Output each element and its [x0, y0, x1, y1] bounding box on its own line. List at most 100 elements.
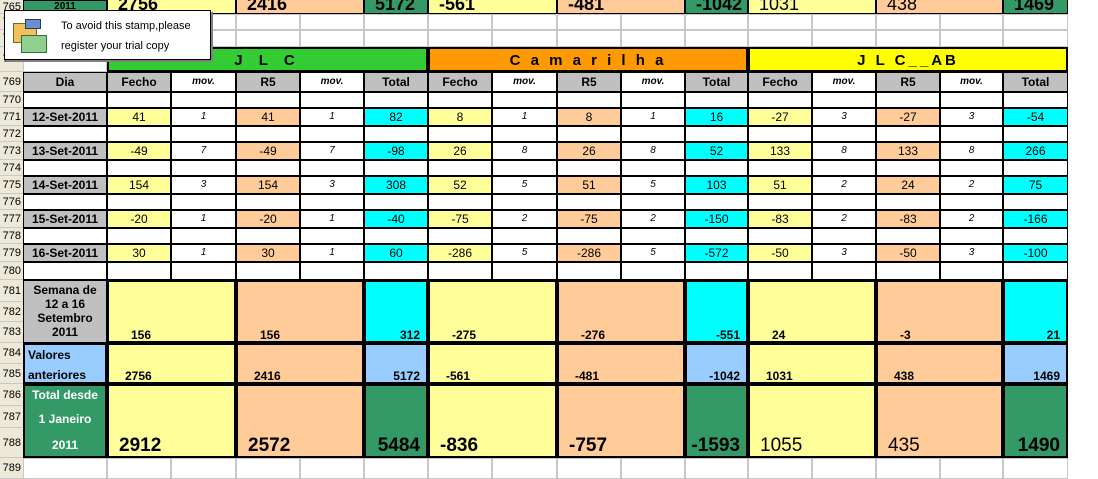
- anteriores-jlc_total[interactable]: 5172: [364, 343, 428, 384]
- day-value[interactable]: 51: [748, 176, 812, 194]
- blank-cell[interactable]: [940, 92, 1003, 108]
- day-value[interactable]: 2: [621, 210, 685, 228]
- blank-cell[interactable]: [492, 194, 557, 210]
- day-value[interactable]: -150: [685, 210, 748, 228]
- blank-cell[interactable]: [876, 92, 940, 108]
- blank-cell[interactable]: [557, 14, 621, 30]
- blank-cell[interactable]: [428, 160, 492, 176]
- blank-cell[interactable]: [428, 228, 492, 244]
- blank-cell[interactable]: [557, 92, 621, 108]
- blank-cell[interactable]: [876, 262, 940, 280]
- blank-cell[interactable]: [492, 14, 557, 30]
- blank-cell[interactable]: [300, 14, 364, 30]
- day-value[interactable]: 2: [812, 210, 876, 228]
- blank-cell[interactable]: [748, 194, 812, 210]
- blank-cell[interactable]: [1003, 14, 1068, 30]
- total-desde-ab_total[interactable]: 1490: [1003, 384, 1068, 458]
- blank-cell[interactable]: [685, 262, 748, 280]
- header-r5[interactable]: R5: [876, 72, 940, 92]
- day-value[interactable]: 133: [876, 142, 940, 160]
- day-value[interactable]: 5: [492, 244, 557, 262]
- blank-cell[interactable]: [557, 30, 621, 47]
- semana-cam_fecho[interactable]: -275: [428, 280, 557, 343]
- top-cam_fecho[interactable]: -561: [428, 0, 557, 14]
- total-desde-ab_r5[interactable]: 435: [876, 384, 1003, 458]
- blank-cell[interactable]: [492, 458, 557, 479]
- blank-cell[interactable]: [1003, 228, 1068, 244]
- blank-cell[interactable]: [428, 458, 492, 479]
- day-value[interactable]: 30: [236, 244, 300, 262]
- day-value[interactable]: 1: [300, 210, 364, 228]
- semana-ab_fecho[interactable]: 24: [748, 280, 876, 343]
- anteriores-cam_total[interactable]: -1042: [685, 343, 748, 384]
- blank-cell[interactable]: [364, 14, 428, 30]
- blank-cell[interactable]: [107, 194, 171, 210]
- day-value[interactable]: -50: [876, 244, 940, 262]
- blank-cell[interactable]: [685, 126, 748, 142]
- anteriores-ab_r5[interactable]: 438: [876, 343, 1003, 384]
- group-jlc-ab[interactable]: J L C__AB: [748, 47, 1068, 72]
- day-value[interactable]: -83: [748, 210, 812, 228]
- day-value[interactable]: 3: [171, 176, 236, 194]
- blank-cell[interactable]: [236, 228, 300, 244]
- blank-cell[interactable]: [1003, 92, 1068, 108]
- row-number[interactable]: 776: [0, 194, 23, 210]
- blank-cell[interactable]: [23, 160, 107, 176]
- blank-cell[interactable]: [557, 228, 621, 244]
- blank-cell[interactable]: [492, 262, 557, 280]
- day-value[interactable]: 1: [171, 108, 236, 126]
- day-value[interactable]: 16: [685, 108, 748, 126]
- day-value[interactable]: 3: [812, 108, 876, 126]
- row-number[interactable]: 779: [0, 244, 23, 262]
- blank-cell[interactable]: [748, 458, 812, 479]
- day-value[interactable]: 2: [940, 176, 1003, 194]
- header-total[interactable]: Total: [364, 72, 428, 92]
- blank-cell[interactable]: [364, 126, 428, 142]
- blank-cell[interactable]: [171, 262, 236, 280]
- blank-cell[interactable]: [685, 194, 748, 210]
- blank-cell[interactable]: [876, 194, 940, 210]
- day-value[interactable]: 2: [812, 176, 876, 194]
- blank-cell[interactable]: [364, 262, 428, 280]
- blank-cell[interactable]: [748, 262, 812, 280]
- blank-cell[interactable]: [107, 458, 171, 479]
- blank-cell[interactable]: [364, 194, 428, 210]
- blank-cell[interactable]: [428, 92, 492, 108]
- day-value[interactable]: 133: [748, 142, 812, 160]
- blank-cell[interactable]: [685, 458, 748, 479]
- blank-cell[interactable]: [748, 126, 812, 142]
- blank-cell[interactable]: [364, 160, 428, 176]
- blank-cell[interactable]: [876, 14, 940, 30]
- day-value[interactable]: 3: [300, 176, 364, 194]
- blank-cell[interactable]: [300, 262, 364, 280]
- blank-cell[interactable]: [748, 30, 812, 47]
- day-date[interactable]: 16-Set-2011: [23, 244, 107, 262]
- row-number[interactable]: 777: [0, 210, 23, 228]
- blank-cell[interactable]: [812, 30, 876, 47]
- semana-ab_total[interactable]: 21: [1003, 280, 1068, 343]
- blank-cell[interactable]: [748, 92, 812, 108]
- blank-cell[interactable]: [876, 228, 940, 244]
- blank-cell[interactable]: [23, 92, 107, 108]
- day-value[interactable]: 1: [621, 108, 685, 126]
- day-value[interactable]: 8: [621, 142, 685, 160]
- blank-cell[interactable]: [236, 30, 300, 47]
- day-value[interactable]: -27: [748, 108, 812, 126]
- blank-cell[interactable]: [428, 126, 492, 142]
- blank-cell[interactable]: [940, 126, 1003, 142]
- blank-cell[interactable]: [940, 30, 1003, 47]
- row-number[interactable]: 781: [0, 280, 23, 302]
- blank-cell[interactable]: [557, 160, 621, 176]
- row-number[interactable]: 788: [0, 428, 23, 458]
- blank-cell[interactable]: [940, 160, 1003, 176]
- day-value[interactable]: 1: [300, 108, 364, 126]
- blank-cell[interactable]: [940, 262, 1003, 280]
- blank-cell[interactable]: [236, 14, 300, 30]
- day-value[interactable]: 1: [492, 108, 557, 126]
- day-date[interactable]: 12-Set-2011: [23, 108, 107, 126]
- day-value[interactable]: -49: [107, 142, 171, 160]
- blank-cell[interactable]: [621, 92, 685, 108]
- header-r5[interactable]: R5: [557, 72, 621, 92]
- blank-cell[interactable]: [236, 92, 300, 108]
- anteriores-jlc_r5[interactable]: 2416: [236, 343, 364, 384]
